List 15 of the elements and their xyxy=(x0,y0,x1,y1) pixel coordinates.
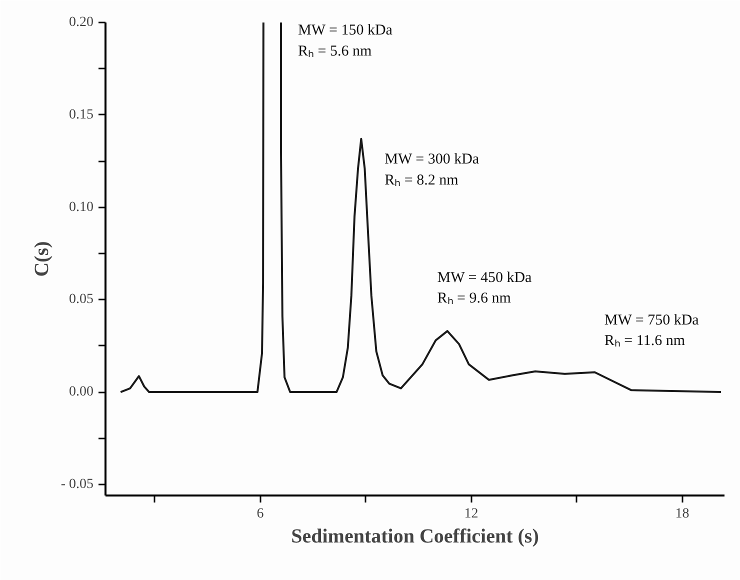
y-tick-label: 0.00 xyxy=(69,384,94,400)
annotation: MW = 150 kDa Rₕ = 5.6 nm xyxy=(298,22,393,60)
x-tick-label: 6 xyxy=(256,506,264,522)
y-tick-label: 0.20 xyxy=(69,15,94,30)
x-axis-title: Sedimentation Coefficient (s) xyxy=(291,526,539,548)
x-tick-label: 18 xyxy=(675,506,690,522)
x-tick-label: 12 xyxy=(464,506,478,522)
y-tick-label: - 0.05 xyxy=(60,476,94,492)
y-axis-title: C(s) xyxy=(30,241,53,277)
annotation: MW = 450 kDa Rₕ = 9.6 nm xyxy=(437,270,532,307)
y-tick-label: 0.10 xyxy=(69,200,94,215)
annotation: MW = 300 kDa Rₕ = 8.2 nm xyxy=(384,152,480,188)
annotation: MW = 750 kDa Rₕ = 11.6 nm xyxy=(604,312,700,350)
y-tick-label: 0.05 xyxy=(69,292,94,308)
y-tick-label: 0.15 xyxy=(69,107,94,122)
